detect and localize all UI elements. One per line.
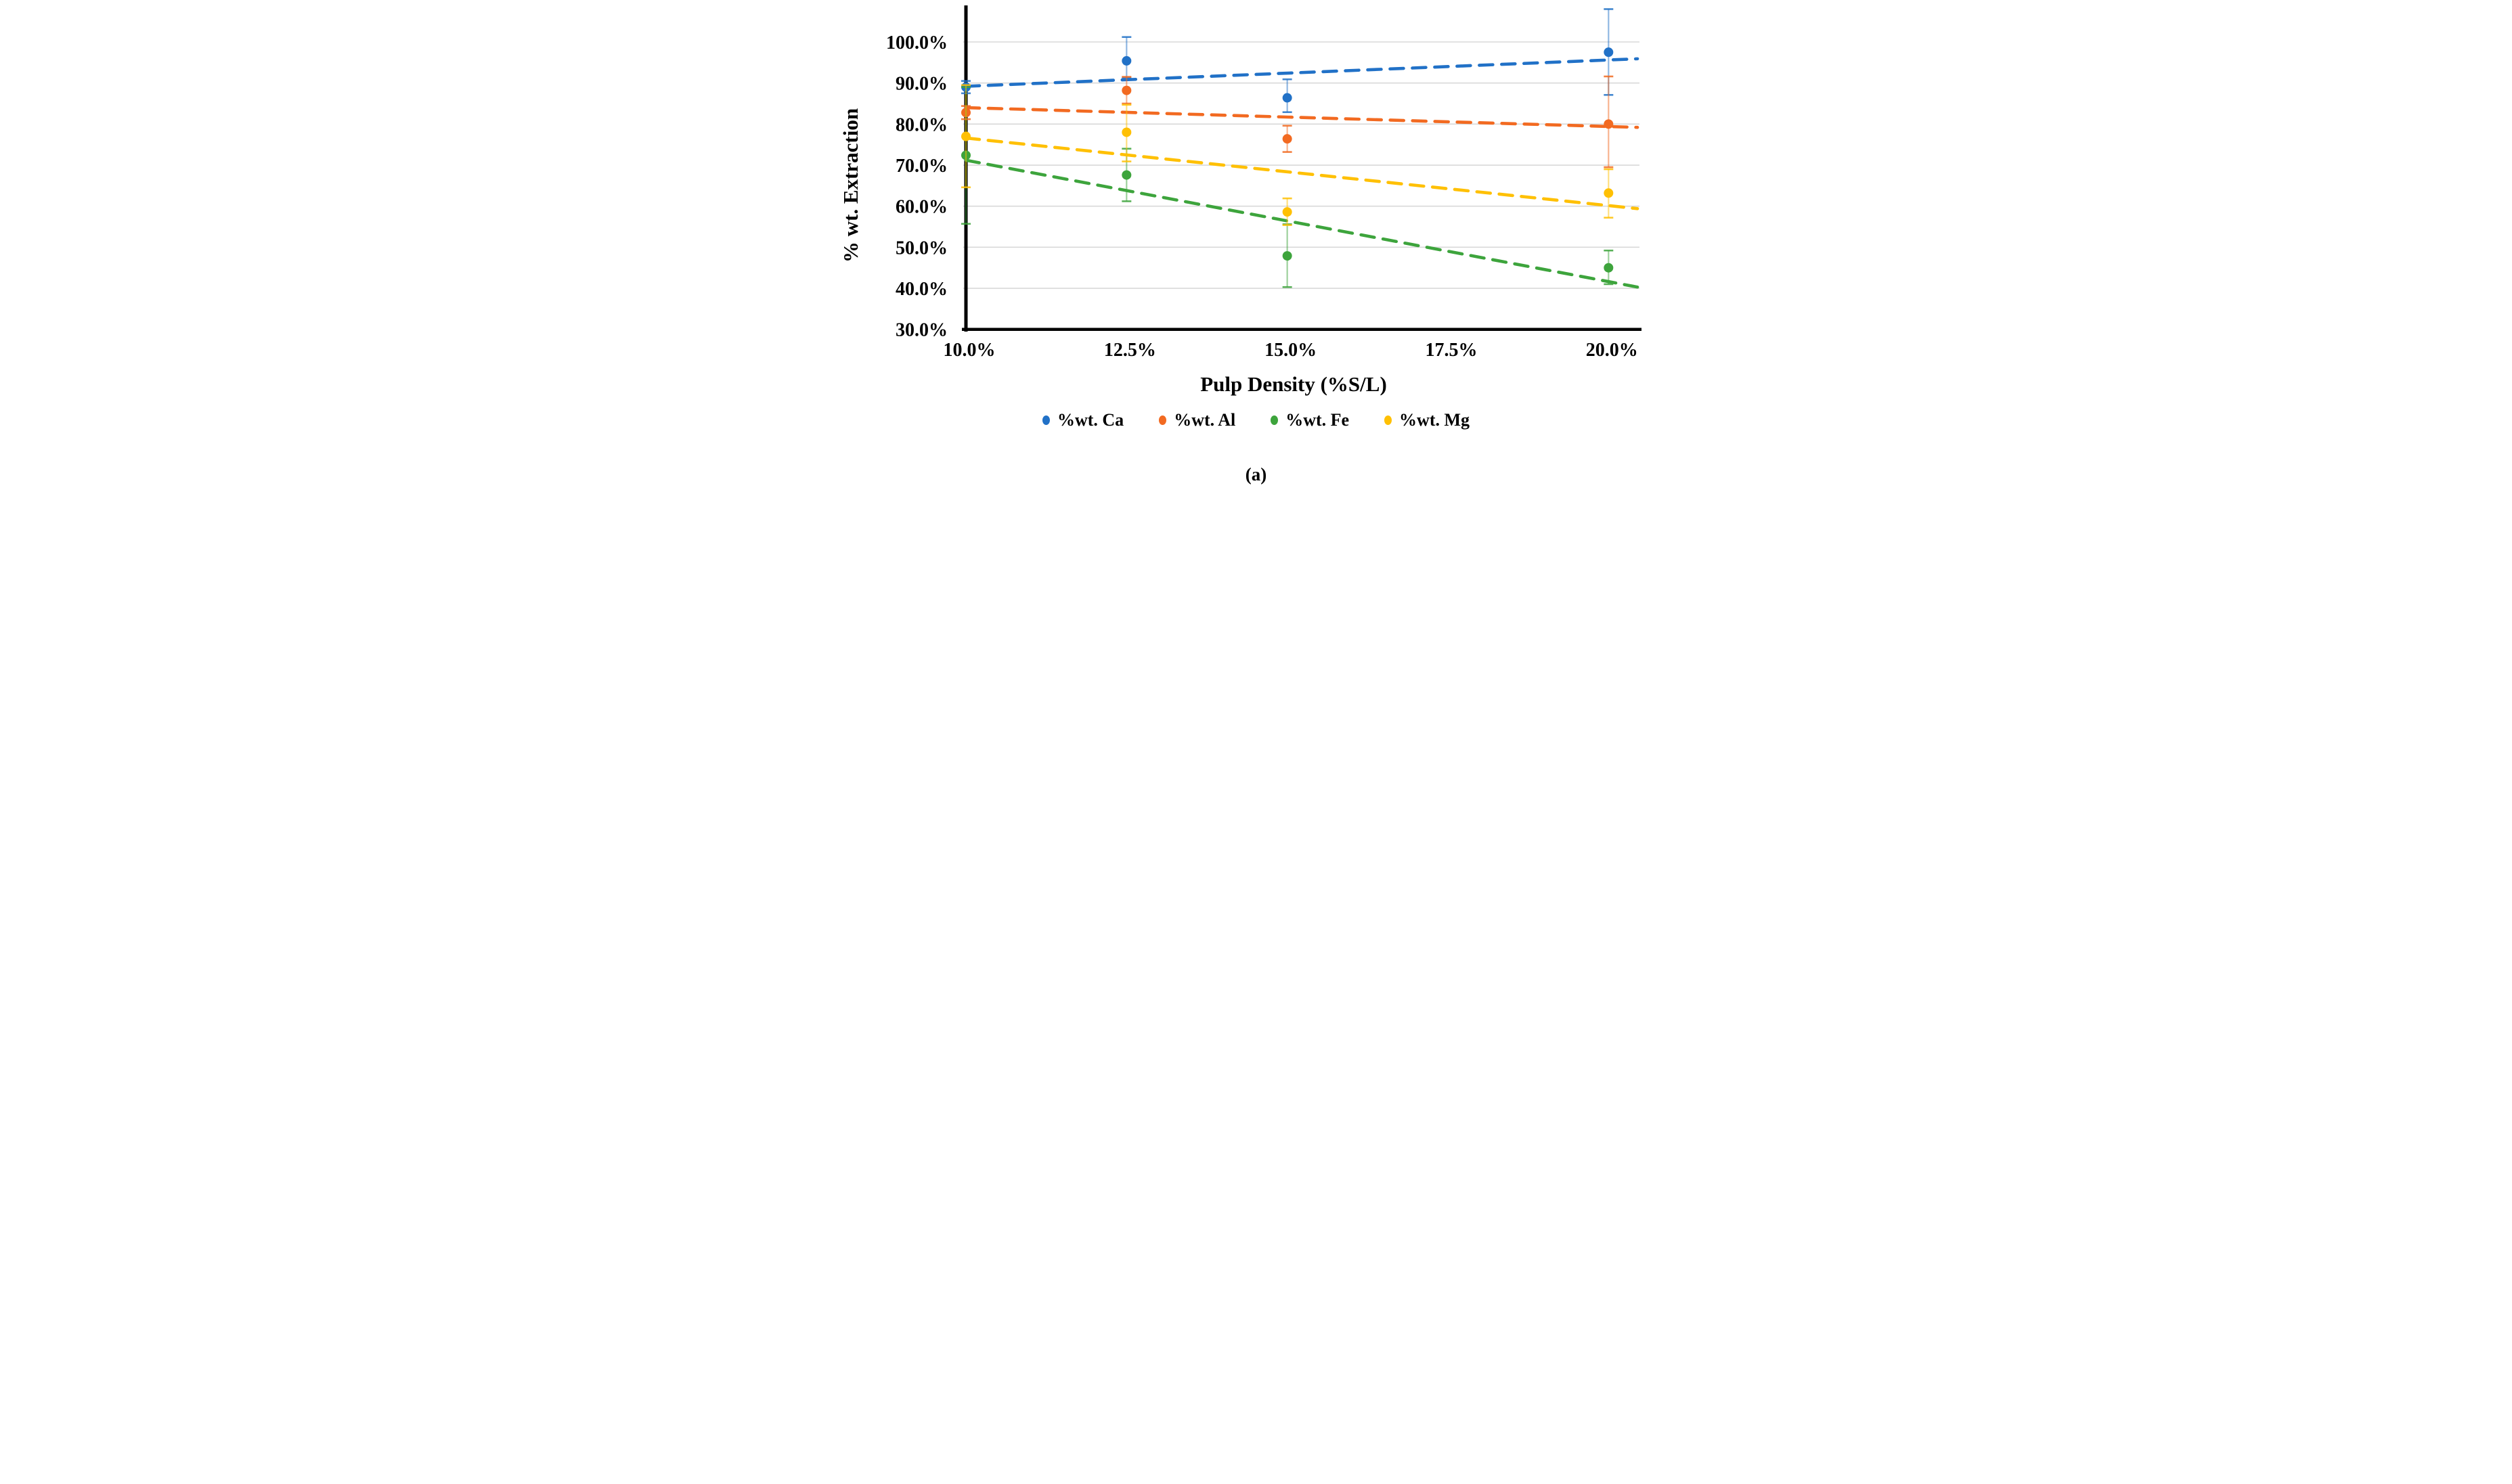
figure-stage: 100.0% 90.0% 80.0% 70.0% 60.0% 50.0% 40.0% 30.0… bbox=[837, 0, 1675, 495]
x-tick-label-3: 17.5% bbox=[1425, 340, 1477, 361]
legend-item-al: %wt. Al bbox=[1159, 410, 1235, 430]
y-tick-label-5: 50.0% bbox=[896, 238, 948, 258]
legend-dot-mg bbox=[1384, 415, 1392, 425]
data-series bbox=[961, 8, 1639, 289]
axes bbox=[962, 5, 1641, 332]
legend-item-fe: %wt. Fe bbox=[1271, 410, 1349, 430]
y-tick-label-6: 40.0% bbox=[896, 279, 948, 300]
x-tick-label-2: 15.0% bbox=[1264, 340, 1317, 361]
y-tick-label-0: 100.0% bbox=[886, 32, 948, 53]
legend-dot-fe bbox=[1271, 415, 1279, 425]
data-point-al-1 bbox=[1122, 85, 1132, 95]
data-point-mg-1 bbox=[1122, 127, 1132, 137]
data-point-ca-1 bbox=[1122, 55, 1132, 66]
data-point-mg-2 bbox=[1282, 207, 1292, 217]
legend-label-fe: %wt. Fe bbox=[1285, 410, 1350, 430]
trend-line-al bbox=[964, 106, 1639, 129]
data-point-ca-2 bbox=[1282, 93, 1292, 103]
legend-label-ca: %wt. Ca bbox=[1057, 410, 1124, 430]
legend: %wt. Ca %wt. Al %wt. Fe %wt. Mg bbox=[837, 410, 1675, 430]
series-al bbox=[961, 75, 1639, 168]
series-fe bbox=[961, 86, 1639, 289]
x-tick-label-1: 12.5% bbox=[1104, 340, 1156, 361]
data-point-fe-1 bbox=[1122, 170, 1132, 180]
x-tick-label-0: 10.0% bbox=[944, 340, 996, 361]
legend-item-ca: %wt. Ca bbox=[1042, 410, 1124, 430]
legend-item-mg: %wt. Mg bbox=[1384, 410, 1470, 430]
gridlines bbox=[963, 41, 1639, 330]
y-tick-label-3: 70.0% bbox=[896, 156, 948, 177]
data-point-fe-2 bbox=[1282, 251, 1292, 261]
trend-line-fe bbox=[964, 158, 1639, 289]
data-point-al-2 bbox=[1282, 134, 1292, 144]
trend-line-ca bbox=[964, 57, 1639, 88]
y-tick-label-1: 90.0% bbox=[896, 74, 948, 95]
y-axis-title: % wt. Extraction bbox=[839, 108, 862, 263]
y-tick-label-4: 60.0% bbox=[896, 197, 948, 218]
x-tick-label-4: 20.0% bbox=[1586, 340, 1638, 361]
legend-dot-ca bbox=[1042, 415, 1050, 425]
x-axis-title: Pulp Density (%S/L) bbox=[1200, 372, 1387, 396]
tick-labels: 100.0% 90.0% 80.0% 70.0% 60.0% 50.0% 40.0% 30.0… bbox=[886, 32, 1638, 361]
data-point-fe-3 bbox=[1604, 263, 1614, 273]
legend-label-al: %wt. Al bbox=[1174, 410, 1236, 430]
trend-line-mg bbox=[964, 136, 1639, 210]
series-mg bbox=[961, 84, 1639, 226]
legend-dot-al bbox=[1159, 415, 1167, 425]
series-ca bbox=[961, 8, 1639, 114]
y-tick-label-7: 30.0% bbox=[896, 320, 948, 341]
y-tick-label-2: 80.0% bbox=[896, 114, 948, 135]
extraction-chart: 100.0% 90.0% 80.0% 70.0% 60.0% 50.0% 40.0% 30.0… bbox=[839, 5, 1641, 396]
figure-caption: (a) bbox=[1245, 464, 1267, 485]
legend-label-mg: %wt. Mg bbox=[1399, 410, 1470, 430]
data-point-ca-3 bbox=[1604, 47, 1614, 58]
data-point-mg-3 bbox=[1604, 188, 1614, 198]
